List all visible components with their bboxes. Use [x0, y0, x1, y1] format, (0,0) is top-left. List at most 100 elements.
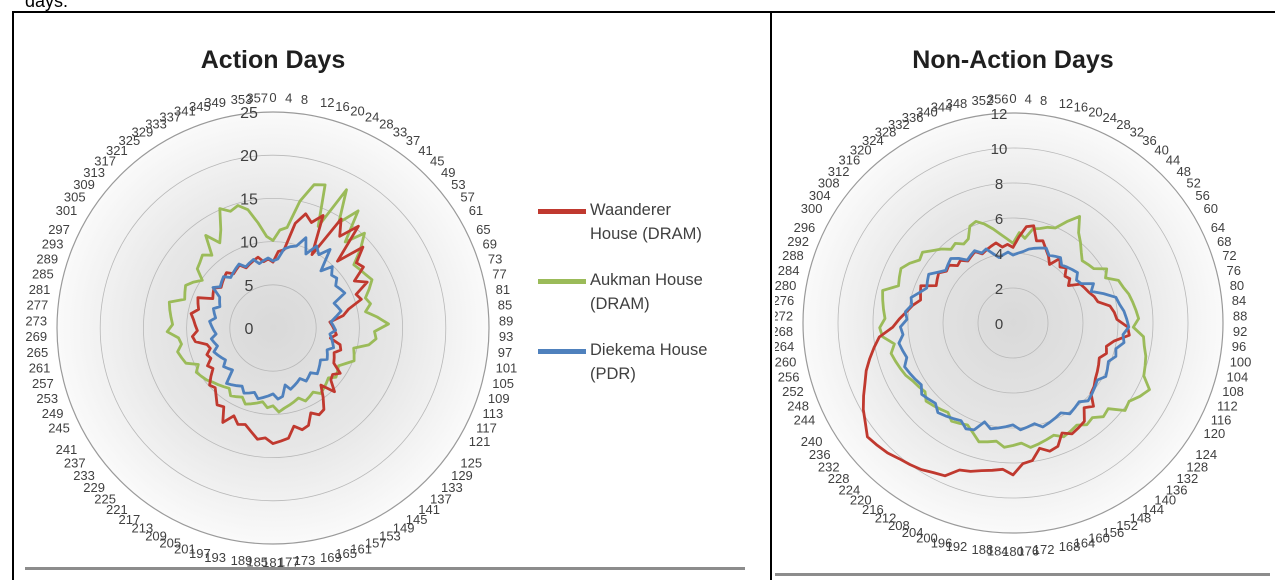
angle-tick-label: 297	[48, 222, 70, 237]
series-line	[208, 236, 347, 401]
angle-tick-label: 89	[499, 313, 513, 328]
legend-swatch-aukman	[538, 279, 586, 284]
angle-tick-label: 320	[850, 143, 872, 158]
angle-tick-label: 0	[269, 90, 276, 105]
angle-tick-label: 285	[32, 267, 54, 282]
angle-tick-label: 293	[42, 237, 64, 252]
angle-tick-label: 229	[83, 480, 105, 495]
angle-tick-label: 329	[131, 124, 153, 139]
angle-tick-label: 337	[159, 110, 181, 125]
angle-tick-label: 304	[809, 188, 831, 203]
angle-tick-label: 108	[1222, 384, 1244, 399]
angle-tick-label: 20	[1088, 104, 1102, 119]
angle-tick-label: 248	[787, 399, 809, 414]
angle-tick-label: 36	[1142, 133, 1156, 148]
angle-tick-label: 72	[1222, 248, 1236, 263]
angle-tick-label: 4	[285, 91, 292, 106]
angle-tick-label: 256	[778, 369, 800, 384]
legend-swatch-waanderer	[538, 209, 586, 214]
angle-tick-label: 284	[778, 263, 800, 278]
grid-ring	[99, 154, 447, 502]
angle-tick-label: 348	[946, 96, 968, 111]
angle-tick-label: 261	[29, 360, 51, 375]
non-action-days-panel-bottom	[775, 573, 1270, 576]
angle-tick-label: 112	[1217, 399, 1238, 414]
angle-tick-label: 220	[850, 493, 872, 508]
angle-tick-label: 0	[1009, 91, 1016, 106]
angle-tick-label: 340	[916, 104, 938, 119]
legend-label: Aukman House (DRAM)	[590, 271, 703, 313]
angle-tick-label: 16	[1074, 100, 1088, 115]
angle-tick-label: 168	[1059, 539, 1081, 554]
angle-tick-label: 324	[862, 133, 884, 148]
angle-tick-label: 140	[1154, 493, 1176, 508]
angle-tick-label: 104	[1227, 369, 1249, 384]
angle-tick-label: 141	[418, 502, 440, 517]
angle-tick-label: 312	[828, 164, 850, 179]
angle-tick-label: 165	[335, 546, 357, 561]
angle-tick-label: 80	[1230, 278, 1244, 293]
angle-tick-label: 161	[350, 541, 372, 556]
frame-middle-line	[770, 11, 772, 580]
chart-title: Action Days	[201, 46, 345, 74]
angle-tick-label: 332	[888, 117, 910, 132]
angle-tick-label: 232	[818, 459, 840, 474]
angle-tick-label: 252	[782, 384, 804, 399]
angle-tick-label: 57	[460, 190, 474, 205]
grid-ring	[942, 252, 1084, 394]
angle-tick-label: 24	[365, 110, 379, 125]
angle-tick-label: 213	[131, 521, 153, 536]
angle-tick-label: 185	[246, 554, 268, 569]
grid-ring	[872, 182, 1154, 464]
angle-tick-label: 264	[775, 339, 794, 354]
angle-tick-label: 313	[83, 165, 105, 180]
angle-tick-label: 117	[476, 420, 497, 435]
angle-tick-label: 100	[1230, 354, 1252, 369]
angle-tick-label: 305	[64, 190, 86, 205]
angle-tick-label: 33	[393, 124, 407, 139]
angle-tick-label: 253	[36, 391, 58, 406]
angle-tick-label: 64	[1211, 220, 1225, 235]
angle-tick-label: 93	[499, 329, 513, 344]
angle-tick-label: 192	[946, 539, 968, 554]
angle-tick-label: 289	[36, 251, 58, 266]
angle-tick-label: 217	[118, 512, 140, 527]
angle-tick-label: 113	[483, 406, 504, 421]
angle-tick-label: 96	[1232, 339, 1246, 354]
angle-tick-label: 152	[1116, 518, 1138, 533]
angle-tick-label: 189	[231, 553, 253, 568]
non-action-days-panel: Non-Action Days 0 2 4 6 8 10 12 0 4 8 12 16 20 24 28 32 3…	[775, 20, 1270, 570]
radial-tick-label: 6	[995, 211, 1003, 228]
angle-tick-label: 245	[48, 420, 70, 435]
angle-tick-label: 292	[787, 234, 809, 249]
angle-tick-label: 120	[1204, 426, 1226, 441]
angle-tick-label: 49	[441, 165, 455, 180]
legend-label: Waanderer House (DRAM)	[590, 201, 702, 243]
angle-tick-label: 197	[189, 546, 211, 561]
radial-tick-label: 12	[991, 106, 1008, 123]
angle-tick-label: 233	[73, 468, 95, 483]
angle-tick-label: 268	[775, 324, 793, 339]
angle-tick-label: 124	[1195, 447, 1217, 462]
angle-tick-label: 277	[26, 298, 48, 313]
angle-tick-label: 156	[1103, 525, 1125, 540]
angle-tick-label: 153	[379, 529, 401, 544]
radial-tick-label: 0	[995, 316, 1003, 333]
angle-tick-label: 65	[476, 222, 490, 237]
angle-tick-label: 77	[492, 267, 506, 282]
angle-tick-label: 12	[1059, 96, 1073, 111]
angle-tick-label: 97	[498, 345, 512, 360]
angle-tick-label: 101	[496, 360, 518, 375]
angle-tick-label: 188	[972, 542, 994, 557]
angle-tick-label: 176	[1017, 544, 1039, 559]
angle-tick-label: 225	[94, 492, 116, 507]
radial-tick-label: 10	[991, 141, 1008, 158]
angle-tick-label: 56	[1195, 188, 1209, 203]
plot-area	[802, 112, 1224, 534]
angle-tick-label: 144	[1142, 502, 1164, 517]
angle-tick-label: 228	[828, 471, 850, 486]
angle-tick-label: 237	[64, 455, 86, 470]
angle-tick-label: 345	[189, 99, 211, 114]
series-line	[897, 246, 1131, 432]
plot-area	[56, 111, 490, 545]
